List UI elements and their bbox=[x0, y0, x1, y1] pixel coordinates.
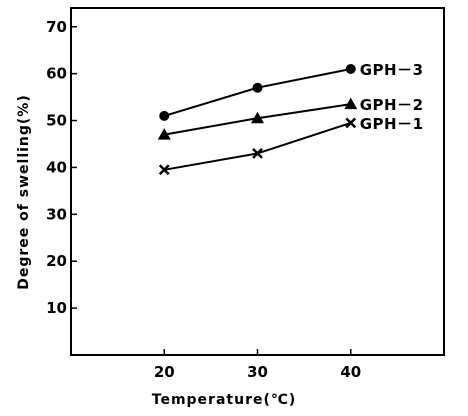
y-tick-label: 40 bbox=[46, 158, 67, 176]
series-markers bbox=[157, 63, 358, 176]
y-axis-ticks: 10 20 30 40 50 60 70 bbox=[46, 18, 77, 317]
x-tick-label: 20 bbox=[154, 363, 175, 381]
data-point-circle bbox=[159, 110, 170, 121]
data-point-x bbox=[158, 164, 170, 176]
y-tick-label: 70 bbox=[46, 18, 67, 36]
data-point-triangle bbox=[344, 97, 358, 110]
y-axis-title: Degree of swelling(%) bbox=[16, 94, 32, 289]
y-tick-label: 60 bbox=[46, 65, 67, 83]
y-tick-label: 20 bbox=[46, 252, 67, 270]
data-point-triangle bbox=[157, 128, 171, 140]
data-point-circle bbox=[252, 82, 263, 93]
y-tick-label: 10 bbox=[46, 299, 67, 317]
data-point-x bbox=[252, 147, 263, 159]
data-point-circle bbox=[345, 63, 356, 74]
series-label-1: GPH－3 bbox=[360, 61, 424, 79]
series-label-2: GPH－2 bbox=[360, 96, 424, 114]
data-point-triangle bbox=[251, 111, 264, 124]
series-label-3: GPH－1 bbox=[360, 115, 424, 133]
x-tick-label: 40 bbox=[340, 363, 361, 381]
x-axis-ticks: 20 30 40 bbox=[154, 349, 361, 381]
y-tick-label: 30 bbox=[46, 205, 67, 223]
x-tick-label: 30 bbox=[247, 363, 268, 381]
y-tick-label: 50 bbox=[46, 112, 67, 130]
x-axis-title: Temperature(℃) bbox=[152, 392, 296, 408]
data-point-x bbox=[345, 117, 357, 129]
